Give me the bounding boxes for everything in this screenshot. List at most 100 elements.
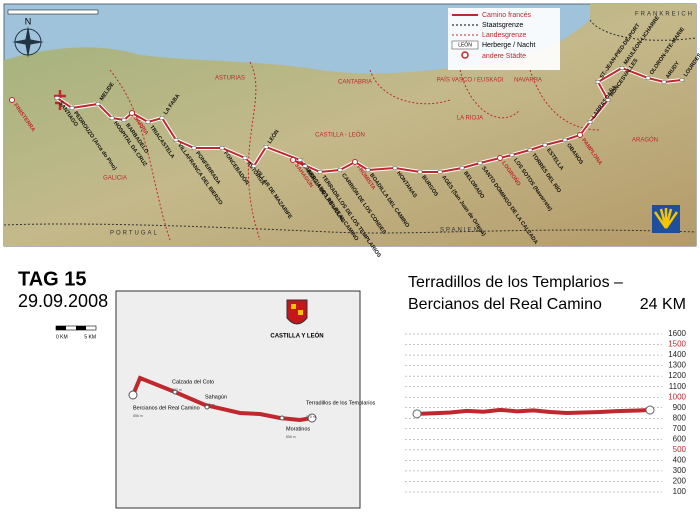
region-label: CANTABRIA — [338, 80, 372, 86]
region-label: ARAGÓN — [632, 137, 658, 144]
y-tick-label: 1600 — [668, 329, 686, 338]
y-tick-label: 100 — [673, 487, 687, 496]
legend-text: Staatsgrenze — [482, 22, 523, 29]
place-marker — [596, 81, 600, 84]
chart-title: Bercianos del Real Camino — [408, 296, 602, 313]
place-marker — [646, 77, 650, 80]
place-marker — [528, 149, 532, 152]
y-tick-label: 200 — [673, 477, 687, 486]
stage-place-elevation: 856 m — [286, 435, 296, 439]
place-marker — [55, 97, 59, 100]
place-marker — [460, 167, 464, 170]
place-marker — [10, 98, 15, 103]
stage-place-elevation: 816 m — [205, 403, 215, 407]
legend-text: andere Städte — [482, 53, 526, 60]
region-label: GALICIA — [103, 176, 127, 182]
place-marker — [174, 139, 178, 142]
y-tick-label: 1300 — [668, 361, 686, 370]
place-marker — [130, 111, 135, 116]
day-scale-seg — [76, 326, 86, 330]
elevation-chart: 1002003004005006007008009001000110012001… — [405, 329, 687, 496]
place-marker — [498, 156, 503, 161]
place-marker — [578, 133, 583, 138]
stage-place-label: Bercianos del Real Camino — [133, 405, 200, 411]
endpoint — [646, 406, 654, 414]
stage-place — [280, 416, 284, 420]
y-tick-label: 1100 — [669, 382, 687, 391]
stage-place-elevation: 856 m — [133, 414, 143, 418]
place-marker — [620, 67, 624, 70]
chart-distance: 24 KM — [640, 296, 686, 313]
region-label: LA RIOJA — [457, 116, 483, 122]
region-label: CASTILLA - LEÓN — [315, 132, 365, 139]
day-date: 29.09.2008 — [18, 291, 108, 311]
place-marker — [96, 103, 100, 106]
endpoint — [413, 410, 421, 418]
y-tick-label: 300 — [673, 466, 687, 475]
place-marker — [264, 146, 268, 149]
stage-region: CASTILLA Y LEÓN — [270, 332, 323, 340]
place-marker — [510, 154, 514, 157]
y-tick-label: 1500 — [668, 340, 686, 349]
place-marker — [243, 157, 247, 160]
stage-place-label: Moratinos — [286, 426, 310, 432]
place-marker — [353, 160, 358, 165]
y-tick-label: 800 — [673, 413, 687, 422]
country-label: SPANIEN — [440, 228, 480, 234]
place-marker — [146, 121, 150, 124]
y-tick-label: 600 — [673, 434, 687, 443]
place-marker — [563, 139, 567, 142]
region-label: ASTURIAS — [215, 76, 245, 82]
place-marker — [192, 147, 196, 150]
legend-swatch — [462, 52, 468, 58]
place-marker — [606, 99, 610, 102]
y-tick-label: 500 — [673, 445, 687, 454]
elevation-line — [417, 410, 650, 414]
place-marker — [478, 162, 482, 165]
place-marker — [252, 165, 256, 168]
place-marker — [220, 147, 224, 150]
y-tick-label: 400 — [673, 456, 687, 465]
region-label: NAVARRA — [514, 78, 542, 84]
place-marker — [303, 165, 307, 168]
y-tick-label: 1000 — [668, 392, 686, 401]
chart-title: Terradillos de los Templarios – — [408, 274, 623, 291]
place-marker — [438, 171, 442, 174]
legend-text: Landesgrenze — [482, 32, 526, 39]
y-tick-label: 900 — [673, 403, 687, 412]
compass-label: N — [25, 16, 32, 26]
place-marker — [366, 169, 370, 172]
region-label: PAÍS VASCO / EUSKADI — [437, 77, 504, 84]
y-tick-label: 700 — [673, 424, 687, 433]
place-marker — [662, 81, 666, 84]
stage-place-label: Terradillos de los Templarios — [306, 400, 376, 406]
day-scale-label: 0 KM — [56, 334, 68, 340]
legend-text: Camino francés — [482, 12, 532, 19]
place-marker — [160, 117, 164, 120]
country-label: PORTUGAL — [110, 231, 159, 237]
place-marker — [393, 167, 397, 170]
y-tick-label: 1400 — [668, 350, 686, 359]
place-marker — [298, 159, 302, 162]
place-marker — [122, 119, 126, 122]
place-marker — [70, 107, 74, 110]
stage-place-label: Calzada del Coto — [172, 379, 214, 385]
stage-place-elevation: 823 m — [172, 388, 182, 392]
day-scale-label: 5 KM — [84, 334, 96, 340]
day-title: TAG 15 — [18, 268, 87, 290]
place-marker — [110, 117, 114, 120]
place-marker — [418, 171, 422, 174]
place-marker — [543, 144, 547, 147]
stage-place-label: Sahagún — [205, 394, 227, 400]
country-label: FRANKREICH — [635, 12, 694, 18]
place-marker — [588, 121, 592, 124]
place-marker — [338, 169, 342, 172]
legend-text: Herberge / Nacht — [482, 42, 535, 49]
scale-bar — [8, 10, 98, 14]
legend-text: LEÓN — [458, 41, 472, 48]
day-scale-seg — [56, 326, 66, 330]
place-marker — [318, 171, 322, 174]
coat-of-arms — [287, 300, 307, 324]
